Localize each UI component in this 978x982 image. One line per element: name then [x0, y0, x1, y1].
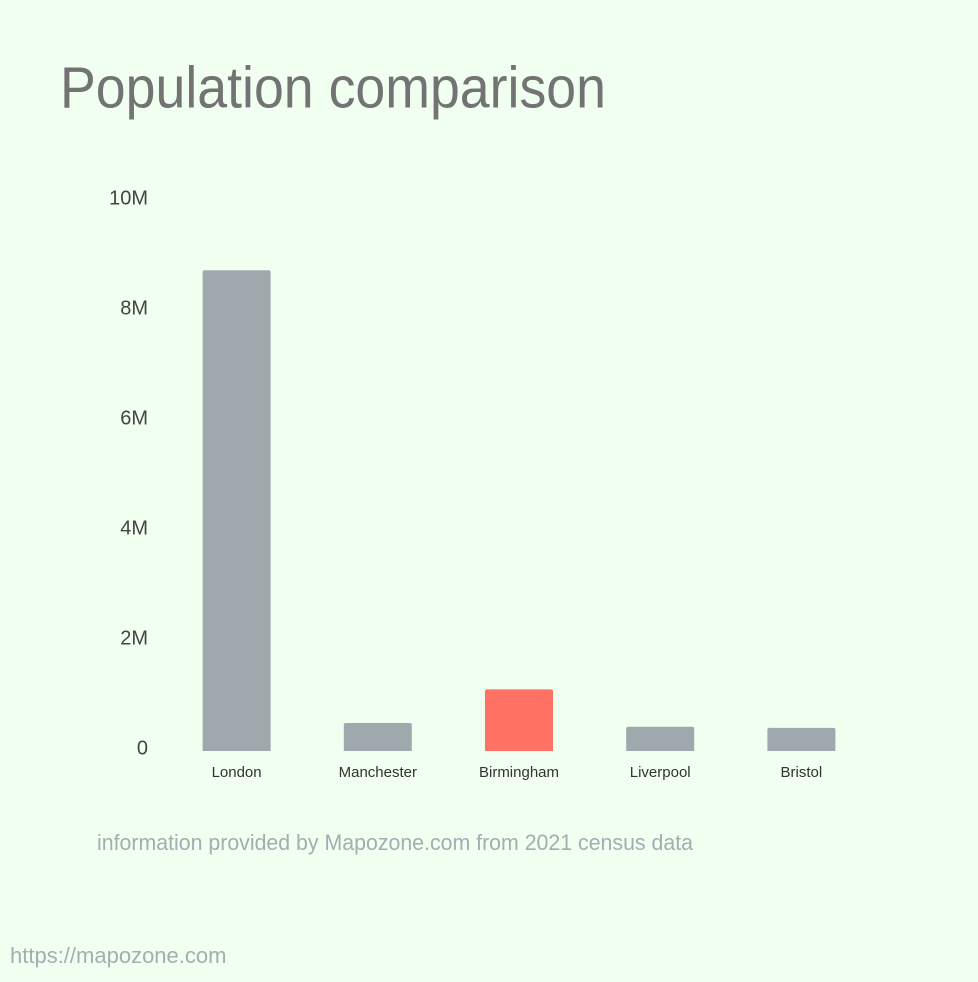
bar [202, 270, 271, 751]
x-tick-label: Liverpool [630, 764, 691, 781]
chart-title: Population comparison [60, 55, 606, 120]
bar [767, 727, 836, 751]
y-tick-label: 0 [137, 737, 148, 759]
y-tick-label: 2M [120, 627, 148, 649]
y-tick-label: 6M [120, 407, 148, 429]
y-tick-label: 8M [120, 297, 148, 319]
bar [485, 689, 553, 751]
x-tick-label: Manchester [339, 764, 417, 781]
x-tick-label: Bristol [781, 764, 823, 781]
chart-note: information provided by Mapozone.com fro… [97, 830, 694, 855]
x-tick-label: London [212, 764, 262, 781]
y-tick-label: 4M [120, 517, 148, 539]
bar [343, 722, 412, 751]
x-tick-label: Birmingham [479, 764, 559, 781]
footer-url[interactable]: https://mapozone.com [10, 943, 226, 968]
bar [626, 726, 695, 751]
y-tick-label: 10M [109, 187, 148, 209]
